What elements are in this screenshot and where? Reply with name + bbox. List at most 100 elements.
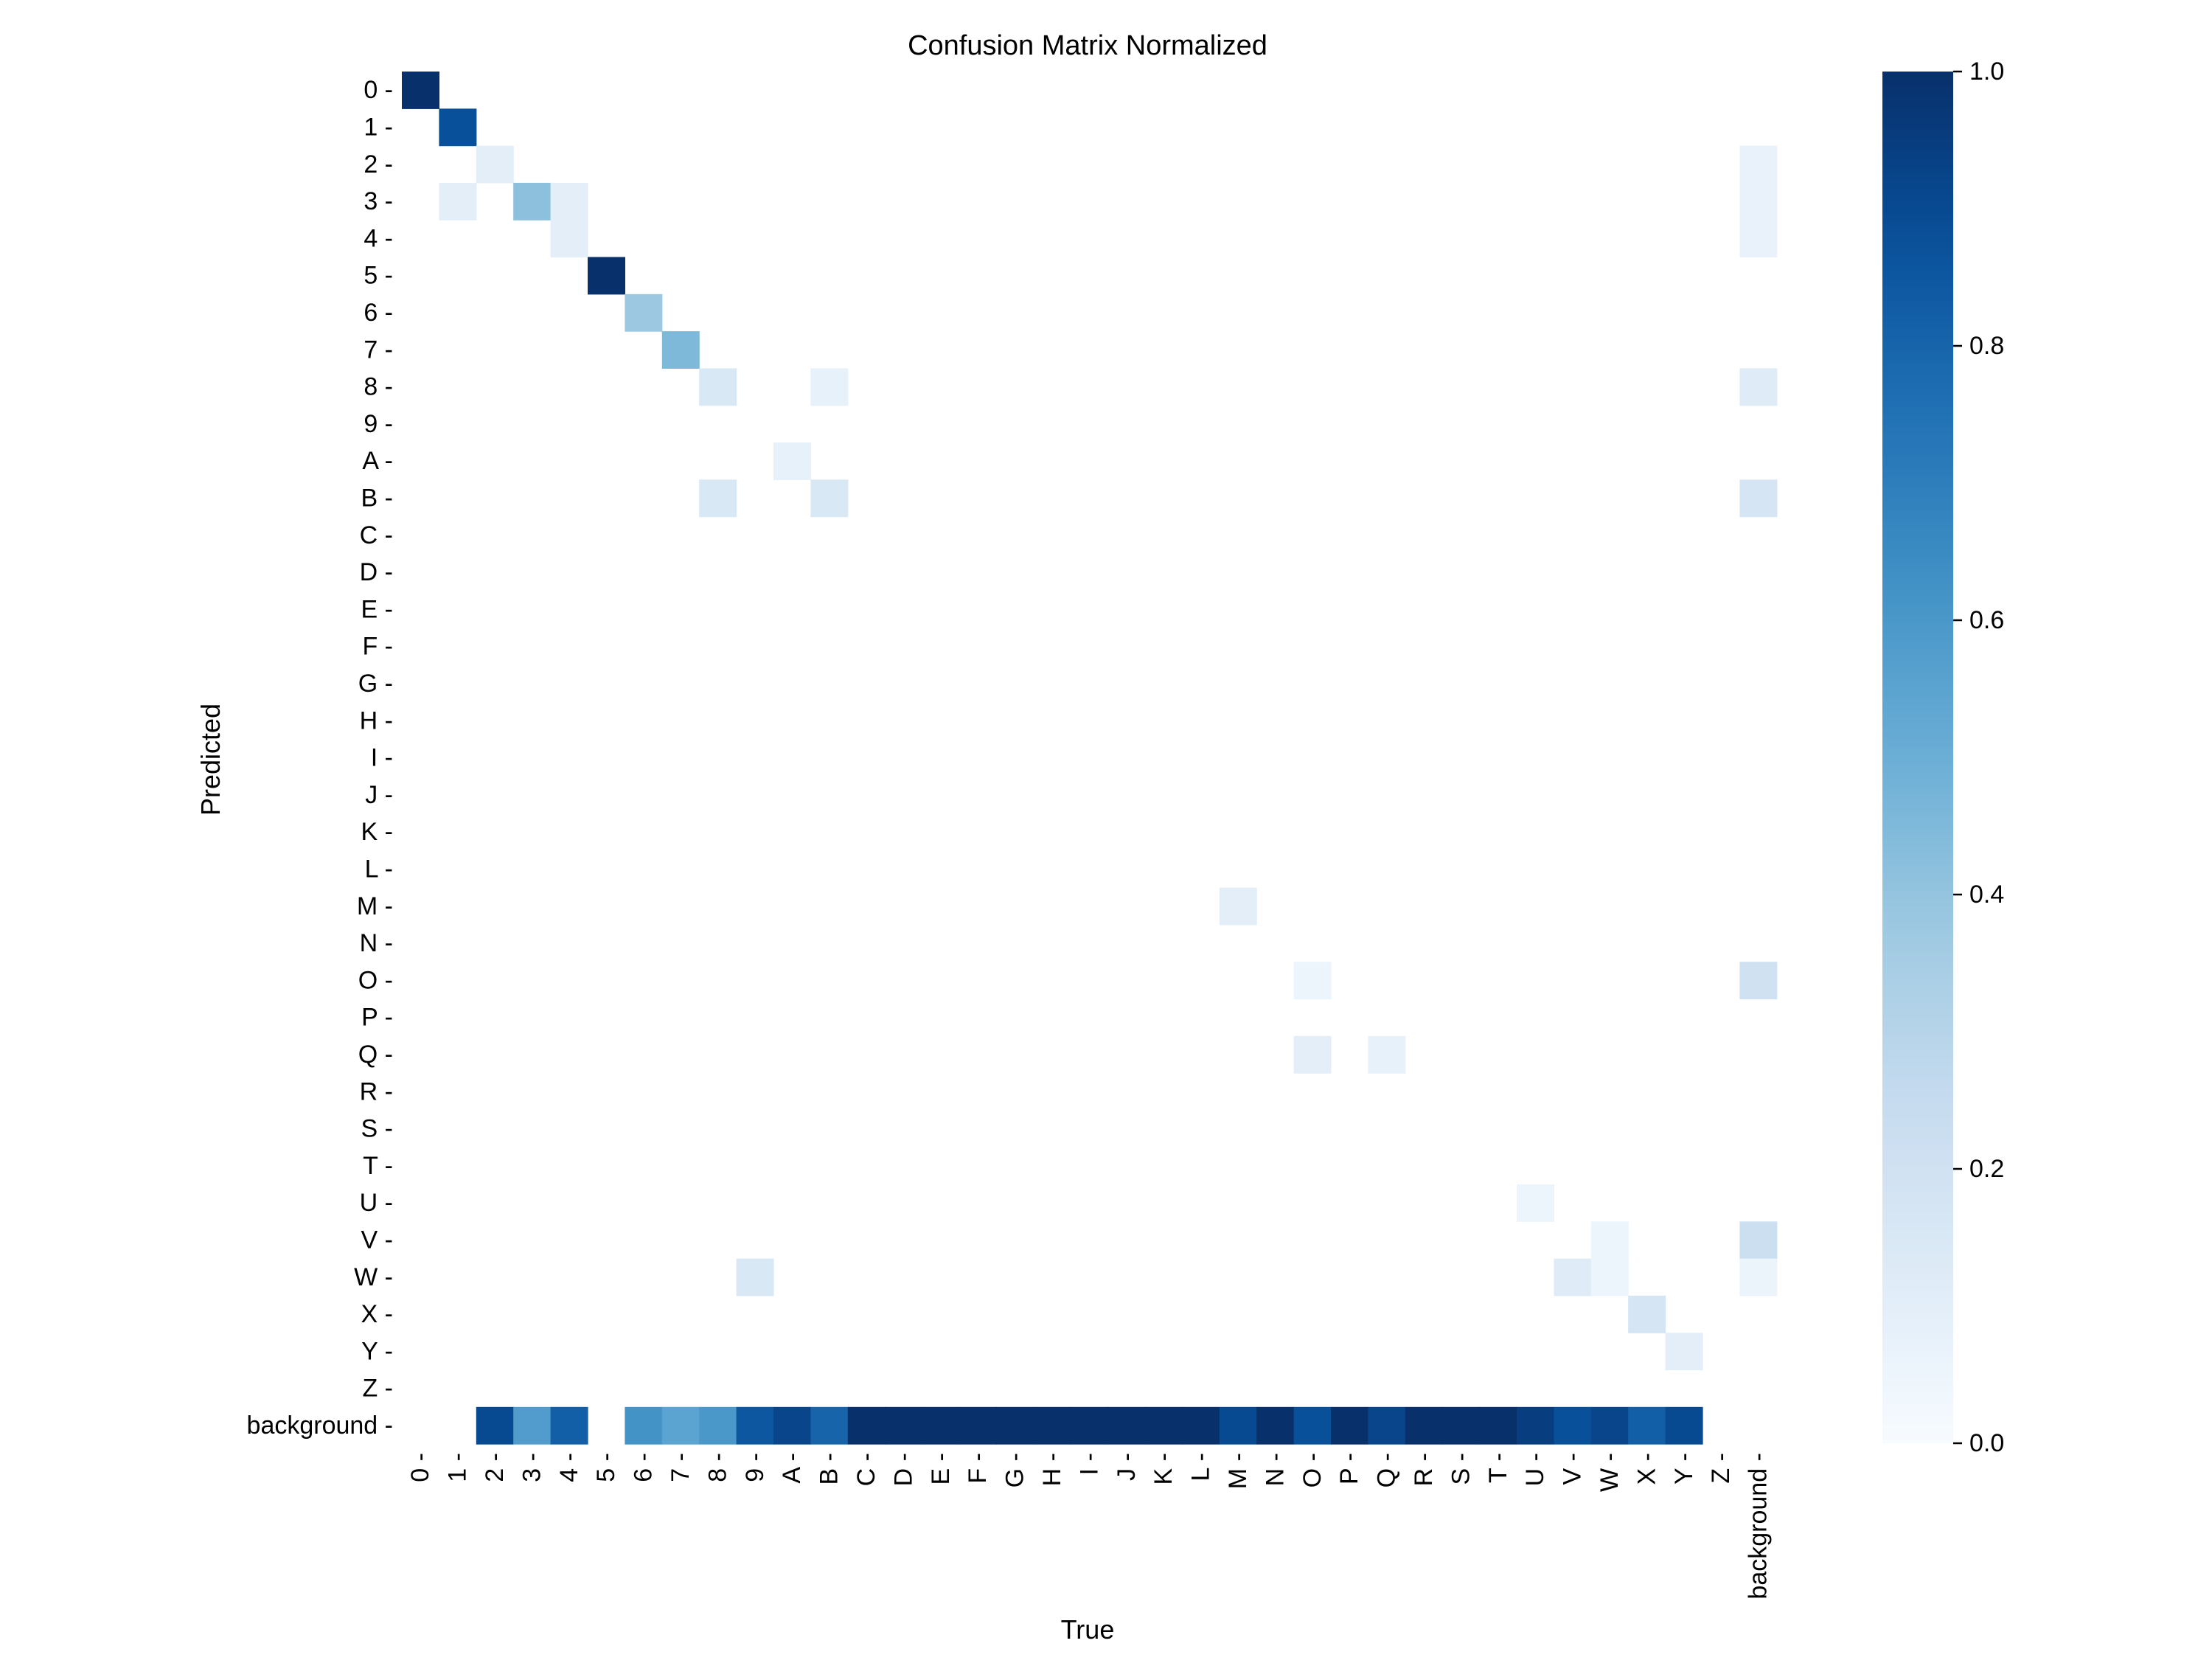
x-tick-label: T - bbox=[1484, 1453, 1512, 1483]
x-tick-label: S - bbox=[1447, 1453, 1475, 1485]
x-tick-label: 1 - bbox=[444, 1453, 472, 1482]
heatmap-cell bbox=[1033, 1406, 1071, 1445]
y-tick-label: 9 - bbox=[364, 410, 393, 438]
heatmap-cell bbox=[847, 1406, 886, 1445]
y-tick-label: X - bbox=[361, 1300, 393, 1328]
heatmap-cell bbox=[1739, 220, 1778, 258]
x-tick-label: A - bbox=[778, 1453, 806, 1484]
y-tick-label: Y - bbox=[361, 1337, 393, 1365]
heatmap-cell bbox=[550, 1406, 588, 1445]
colorbar-tick-label: 0.6 bbox=[1969, 606, 2004, 634]
colorbar-tick-label: 1.0 bbox=[1969, 58, 2004, 86]
y-tick-label: 8 - bbox=[364, 373, 393, 401]
x-tick-label: U - bbox=[1521, 1453, 1549, 1486]
heatmap-cell bbox=[1293, 962, 1332, 1000]
y-tick-label: E - bbox=[361, 595, 393, 623]
colorbar-tick-label: 0.0 bbox=[1969, 1429, 2004, 1457]
heatmap-cell bbox=[1739, 962, 1778, 1000]
heatmap-cell bbox=[1739, 1221, 1778, 1260]
heatmap-cell bbox=[1293, 1406, 1332, 1445]
x-tick-label: W - bbox=[1596, 1453, 1624, 1492]
heatmap-cell bbox=[773, 1406, 811, 1445]
heatmap-cell bbox=[439, 108, 477, 147]
y-tick-label: D - bbox=[360, 558, 393, 586]
heatmap-cell bbox=[699, 1406, 737, 1445]
x-tick-label: E - bbox=[927, 1453, 955, 1485]
x-tick-label: 9 - bbox=[741, 1453, 769, 1482]
x-tick-label: background - bbox=[1745, 1453, 1773, 1599]
y-tick-label: F - bbox=[362, 633, 393, 661]
heatmap-cell bbox=[476, 145, 514, 184]
y-tick-label: C - bbox=[360, 521, 393, 549]
y-tick-label: 7 - bbox=[364, 336, 393, 364]
heatmap-cell bbox=[1293, 1035, 1332, 1074]
x-tick-label: 3 - bbox=[518, 1453, 546, 1482]
heatmap-cell bbox=[1517, 1406, 1554, 1445]
colorbar-ticks: 0.0 0.2 0.4 0.6 0.8 1.0 bbox=[1953, 58, 2004, 1457]
x-tick-label: L - bbox=[1187, 1453, 1215, 1481]
heatmap-cell bbox=[1739, 368, 1778, 406]
y-tick-label: background - bbox=[247, 1412, 393, 1440]
y-tick-label: 1 - bbox=[364, 113, 393, 141]
heatmap-cell bbox=[699, 479, 737, 518]
y-tick-label: R - bbox=[360, 1077, 393, 1105]
y-tick-label: Q - bbox=[358, 1041, 393, 1069]
x-tick-label: K - bbox=[1150, 1453, 1178, 1485]
heatmap-cell bbox=[1665, 1406, 1703, 1445]
heatmap-cell bbox=[959, 1406, 997, 1445]
heatmap-cell bbox=[439, 182, 477, 221]
heatmap-cell bbox=[1145, 1406, 1183, 1445]
x-tick-label: 8 - bbox=[703, 1453, 731, 1482]
heatmap-cell bbox=[1405, 1406, 1443, 1445]
heatmap-cell bbox=[810, 368, 849, 406]
x-tick-label: 5 - bbox=[592, 1453, 620, 1482]
x-tick-label: I - bbox=[1075, 1453, 1103, 1475]
heatmap-cell bbox=[402, 72, 439, 109]
y-tick-label: I - bbox=[371, 744, 393, 772]
y-tick-label: 4 - bbox=[364, 224, 393, 252]
heatmap-cell bbox=[1739, 1258, 1778, 1296]
y-tick-label: T - bbox=[363, 1152, 393, 1180]
x-tick-label: Y - bbox=[1670, 1453, 1698, 1485]
heatmap-cell bbox=[1739, 479, 1778, 518]
heatmap-cell bbox=[1739, 182, 1778, 221]
x-axis-title: True bbox=[1061, 1614, 1115, 1645]
colorbar-tick-label: 0.2 bbox=[1969, 1155, 2004, 1183]
x-tick-label: Z - bbox=[1707, 1453, 1735, 1484]
heatmap-cell bbox=[1107, 1406, 1146, 1445]
x-tick-label: G - bbox=[1001, 1453, 1029, 1487]
y-tick-label: J - bbox=[365, 781, 393, 809]
heatmap-cell bbox=[736, 1258, 774, 1296]
heatmap-cell bbox=[1665, 1333, 1703, 1371]
y-axis-ticks: 0 - 1 - 2 - 3 - 4 - 5 - 6 - 7 - 8 - 9 - A - B - C - D… bbox=[247, 76, 393, 1440]
y-tick-label: 3 - bbox=[364, 187, 393, 215]
x-tick-label: V - bbox=[1559, 1453, 1587, 1485]
heatmap-cell bbox=[1590, 1258, 1629, 1296]
x-tick-label: X - bbox=[1632, 1453, 1660, 1485]
y-tick-label: Z - bbox=[362, 1375, 393, 1403]
y-axis-title: Predicted bbox=[195, 704, 226, 816]
heatmap-cell bbox=[1628, 1295, 1666, 1333]
heatmap-cell bbox=[885, 1406, 923, 1445]
heatmap-cell bbox=[1628, 1406, 1666, 1445]
heatmap-cell bbox=[1590, 1221, 1629, 1260]
y-tick-label: H - bbox=[360, 706, 393, 735]
heatmap-cell bbox=[1442, 1406, 1481, 1445]
heatmap-cell bbox=[1590, 1406, 1629, 1445]
y-tick-label: 2 - bbox=[364, 150, 393, 178]
x-tick-label: B - bbox=[815, 1453, 844, 1485]
heatmap-cell bbox=[513, 182, 552, 221]
x-tick-label: H - bbox=[1038, 1453, 1066, 1486]
x-tick-label: 2 - bbox=[481, 1453, 509, 1482]
x-tick-label: 7 - bbox=[667, 1453, 695, 1482]
heatmap-cell bbox=[1368, 1035, 1406, 1074]
x-tick-label: M - bbox=[1224, 1453, 1252, 1489]
y-tick-label: S - bbox=[361, 1115, 393, 1143]
heatmap-cell bbox=[1219, 887, 1257, 926]
chart-title: Confusion Matrix Normalized bbox=[908, 30, 1267, 61]
heatmap-cell bbox=[1739, 145, 1778, 184]
heatmap-cell bbox=[1517, 1184, 1554, 1222]
y-tick-label: P - bbox=[361, 1004, 393, 1032]
heatmap-cell bbox=[588, 257, 625, 295]
